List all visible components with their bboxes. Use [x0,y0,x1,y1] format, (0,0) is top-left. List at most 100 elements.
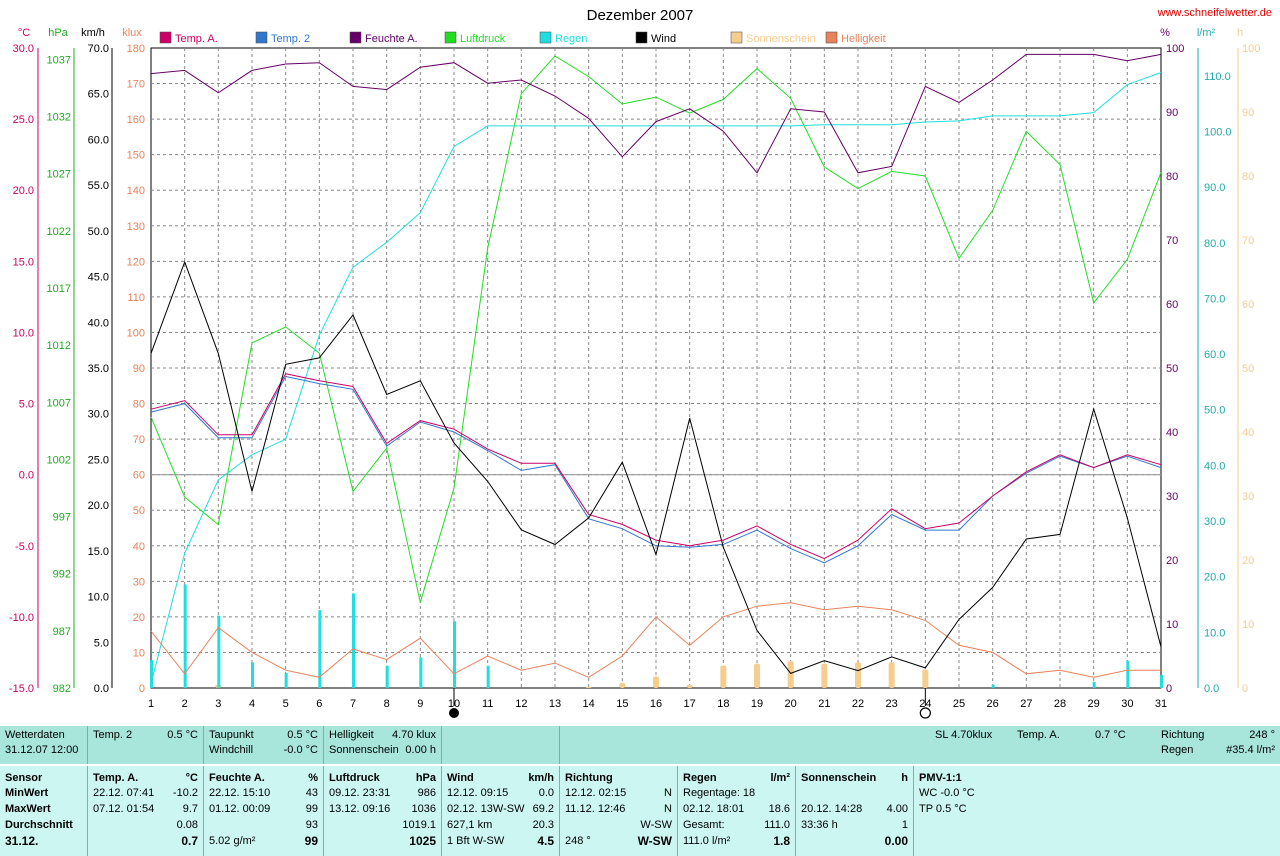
temp-tick-label: 15.0 [13,256,34,268]
sun-tick-label: 60 [1242,299,1254,311]
rain-tick-label: 30.0 [1204,516,1225,528]
temp-max-value: 9.7 [182,803,198,815]
wind-bft: 1 Bft W-SW [447,835,505,847]
rain-tick-label: 90.0 [1204,182,1225,194]
rain-tick-label: 80.0 [1204,238,1225,250]
legend-swatch [730,31,743,44]
rain-bar [284,672,288,688]
pmv-tp: TP 0.5 °C [919,803,967,815]
rain-tick-label: 50.0 [1204,405,1225,417]
humidity-tick-label: 70 [1166,235,1178,247]
richtung-max-date: 11.12. [565,803,595,815]
series-line-feuchte-a [150,53,1162,174]
helligkeit-label: Helligkeit [329,729,374,741]
sl-text: SL 4.70klux [935,729,993,741]
legend-swatch [255,31,268,44]
richtung-min-date: 12.12. [565,787,596,799]
wind-tick-label: 50.0 [88,226,109,238]
feuchte-max-value: 99 [305,803,318,815]
regen-gesamt-label: Gesamt: [683,819,725,831]
regen-tage: Regentage: 18 [683,787,756,799]
pressure-tick-label: 982 [53,683,71,695]
series-line-regen [150,72,1162,684]
klux-tick-label: 120 [127,256,145,268]
wind-tick-label: 55.0 [88,180,109,192]
humidity-unit-label: % [1160,27,1170,39]
cell-helligkeit: Helligkeit 4.70 klux Sonnenschein 0.00 h [324,726,442,764]
feuchte-abs: 5.02 g/m² [209,835,256,847]
cell-temp2: Temp. 2 0.5 °C [88,726,204,764]
pressure-unit-label: hPa [48,27,68,39]
luftdruck-min-time: 23:31 [362,787,391,799]
rain-bar [453,621,456,688]
luftdruck-avg: 1019.1 [402,819,436,831]
klux-unit-label: klux [122,27,142,39]
rain-bar [183,584,187,688]
pressure-tick-label: 1032 [47,112,71,124]
sun-tick-label: 80 [1242,171,1254,183]
sunshine-bar [754,663,760,688]
klux-tick-label: 130 [127,221,145,233]
klux-tick-label: 110 [127,292,145,304]
day-tick-label: 18 [717,698,729,710]
temp-current: 0.7 [181,834,198,848]
legend-label: Helligkeit [841,33,886,45]
rain-bar [318,610,322,688]
humidity-tick-label: 0 [1166,683,1172,695]
windchill-label: Windchill [209,744,254,756]
wind-unit: km/h [528,772,554,784]
stats-feuchte: Feuchte A.% 22.12. 15:10 43 01.12. 00:09 9… [204,766,324,856]
wind-min-time: 09:15 [480,787,509,799]
wind-max-date: 02.12. [447,803,478,815]
sun-unit-label: h [1237,27,1243,39]
humidity-tick-label: 90 [1166,107,1178,119]
sunshine-bar [821,663,828,688]
stats-pmv: PMV-1:1 WC -0.0 °C TP 0.5 °C [914,766,1280,856]
regen-current: 1.8 [773,834,790,848]
luftdruck-min-date: 09.12. [329,787,360,799]
chart-title: Dezember 2007 [587,7,694,24]
temp-tick-label: 10.0 [13,327,34,339]
regen-unit: l/m² [770,772,790,784]
wind-tick-label: 15.0 [88,546,109,558]
temp-avg: 0.08 [176,819,198,831]
day-tick-label: 15 [616,698,628,710]
rain-bar [1092,681,1096,688]
day-tick-label: 4 [249,698,255,710]
pmv-header: PMV-1:1 [919,772,962,784]
legend-swatch [159,31,172,44]
rain-bar [251,662,254,688]
legend-swatch [825,31,838,44]
legend-swatch [444,31,457,44]
sunshine-bar [653,676,659,688]
feuchte-min-value: 43 [305,787,318,799]
klux-tick-label: 0 [139,683,145,695]
helligkeit-value: 4.70 klux [391,729,436,741]
sensor-max-label: MaxWert [5,803,51,815]
wind-tick-label: 45.0 [88,272,109,284]
klux-tick-label: 140 [127,185,145,197]
wind-tick-label: 30.0 [88,409,109,421]
rain-tick-label: 10.0 [1204,627,1225,639]
feuchte-max-date: 01.12. [209,803,240,815]
stats-sensor: Sensor MinWert MaxWert Durchschnitt 31.1… [0,766,88,856]
richtung-current: W-SW [637,834,672,848]
day-tick-label: 17 [684,698,696,710]
wind-unit-label: km/h [81,27,105,39]
day-tick-label: 2 [182,698,188,710]
taupunkt-value: 0.5 °C [287,729,318,741]
regen-total: 111.0 l/m² [683,835,731,847]
pressure-tick-label: 1007 [47,397,71,409]
tempa-value: 0.7 °C [1095,729,1126,741]
legend-label: Temp. A. [175,33,218,45]
temp-tick-label: -10.0 [9,612,34,624]
temp-min-value: -10.2 [172,787,198,799]
klux-tick-label: 90 [133,363,145,375]
cell-taupunkt: Taupunkt 0.5 °C Windchill -0.0 °C [204,726,324,764]
regen-label: Regen [1161,744,1194,756]
sonne-header: Sonnenschein [801,772,877,784]
cell-current-right: SL 4.70klux Temp. A. 0.7 °C Richtung 248… [560,726,1280,764]
richtung-min-value: N [664,787,672,799]
sonne-max-value: 4.00 [886,803,908,815]
day-tick-label: 13 [549,698,561,710]
